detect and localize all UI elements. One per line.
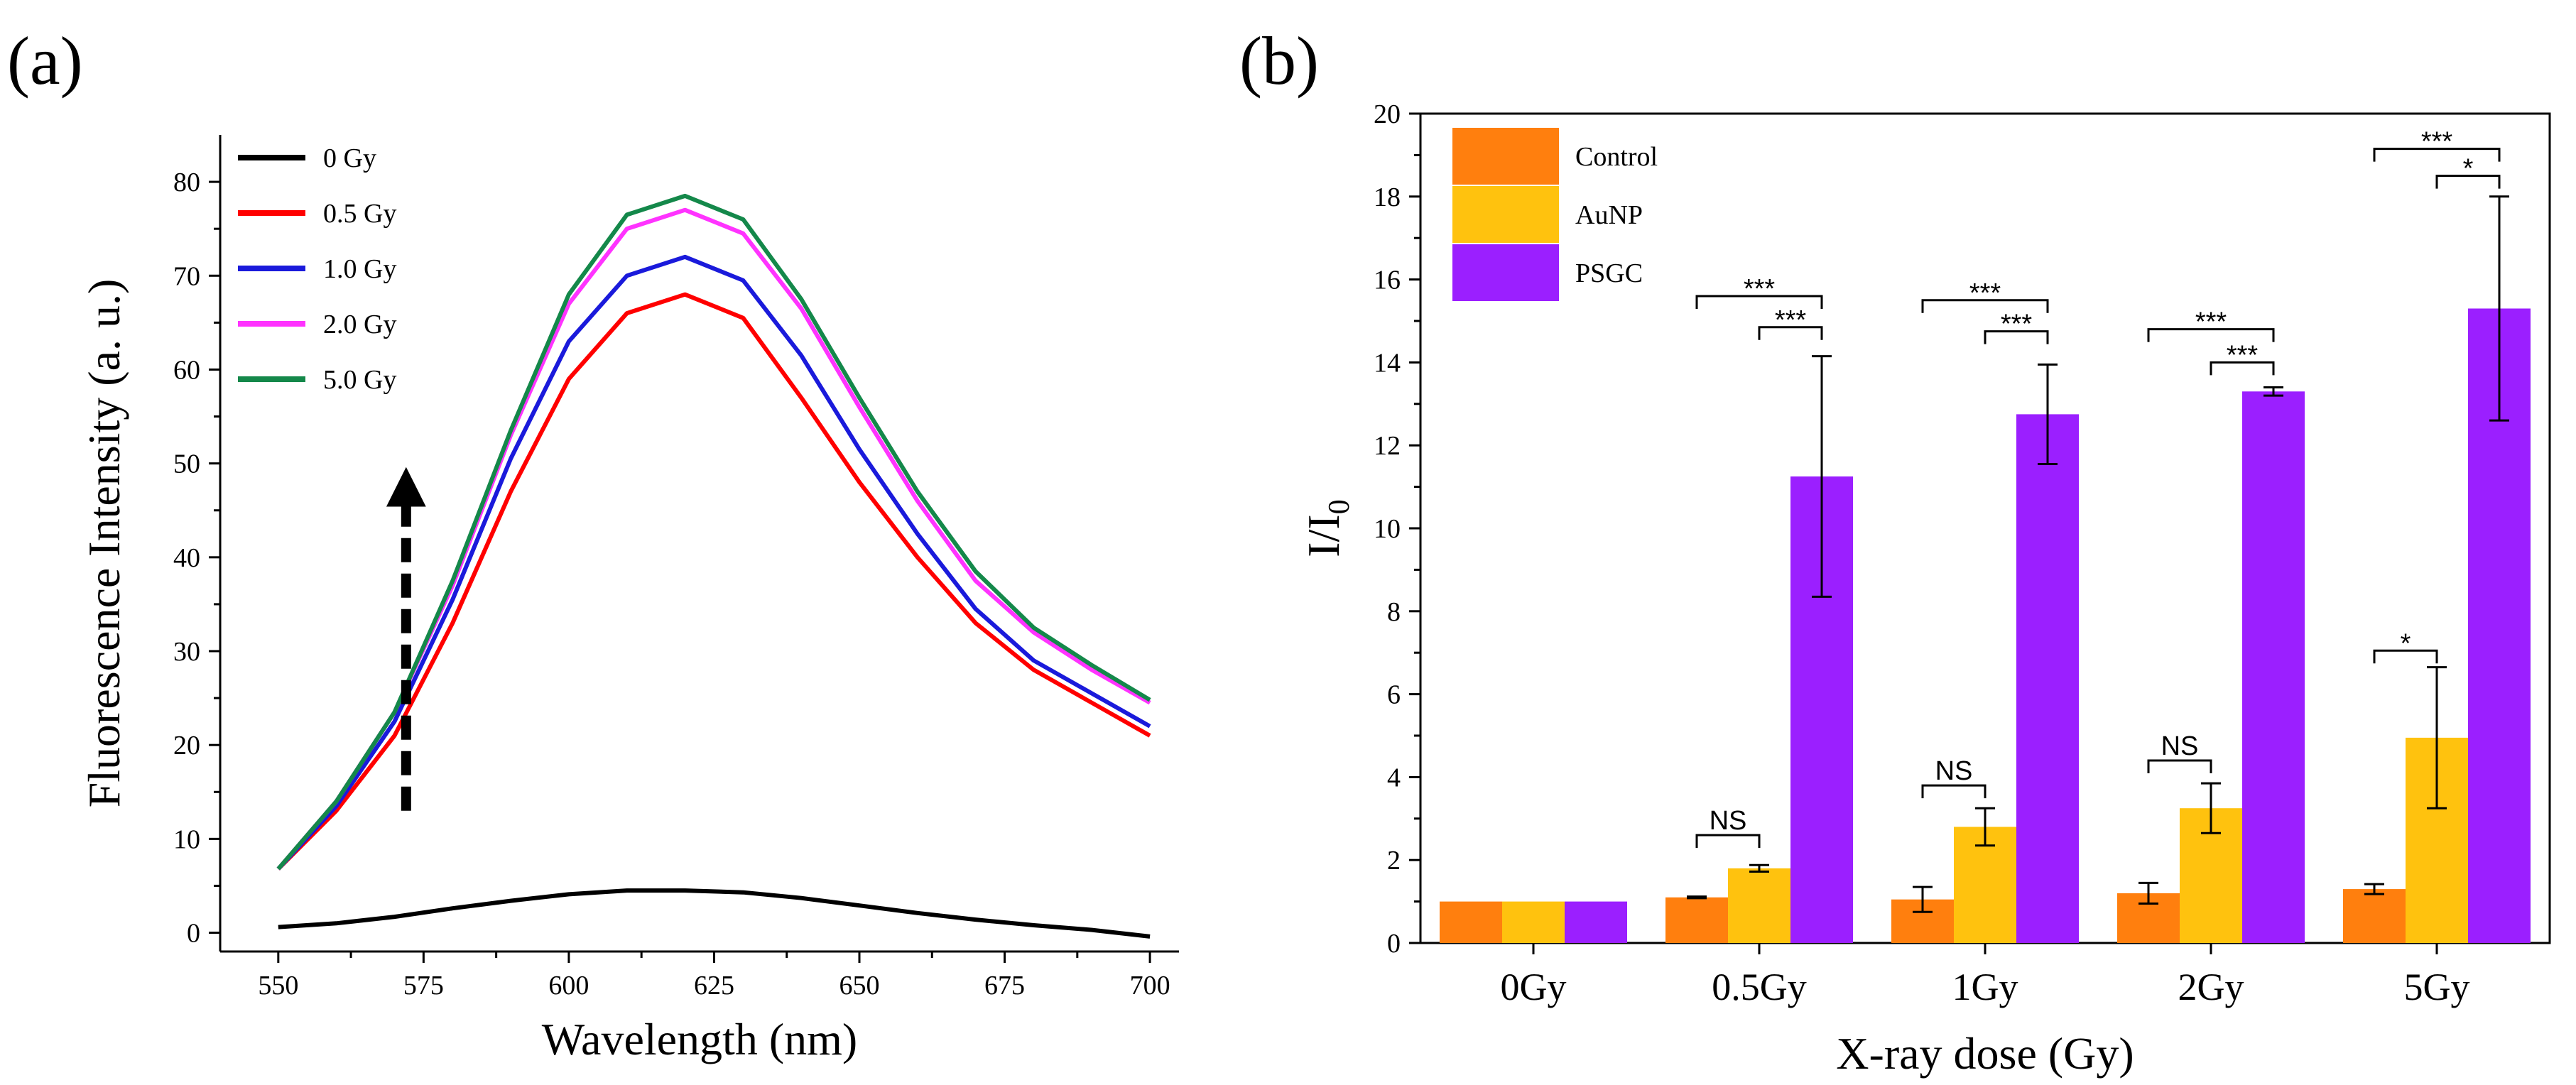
x-tick-label: 675 [984, 971, 1025, 1001]
significance-bracket [1921, 299, 2049, 313]
significance-bracket [2147, 759, 2212, 774]
significance-label: *** [1744, 274, 1776, 304]
x-tick-label: 600 [548, 971, 589, 1001]
y-tick-label: 10 [1374, 514, 1401, 544]
significance-bracket [1758, 326, 1823, 340]
significance-label: *** [2195, 307, 2227, 337]
significance-bracket [2147, 328, 2275, 342]
significance-label: * [2463, 154, 2474, 184]
y-tick-label: 40 [173, 543, 200, 573]
bar-psgc-2gy [2242, 391, 2305, 943]
significance-label: * [2401, 628, 2411, 658]
x-axis-title: Wavelength (nm) [542, 1014, 857, 1064]
significance-bracket [1921, 784, 1987, 799]
y-tick-label: 30 [173, 637, 200, 667]
bar-control-0gy [1440, 901, 1502, 943]
significance-label: *** [2421, 127, 2453, 157]
y-tick-label: 20 [1374, 99, 1401, 129]
bar-control-5gy [2343, 889, 2406, 943]
legend-swatch-aunp [1452, 186, 1559, 243]
y-tick-label: 70 [173, 261, 200, 291]
significance-label: *** [1969, 278, 2001, 308]
category-label: 0Gy [1501, 966, 1567, 1008]
y-tick-label: 4 [1387, 763, 1401, 792]
y-tick-label: 10 [173, 824, 200, 854]
significance-bracket [2435, 175, 2501, 189]
bar-psgc-1gy [2016, 414, 2079, 943]
significance-bracket [2373, 148, 2501, 162]
series-line-0-gy [278, 888, 1151, 939]
y-tick-label: 18 [1374, 182, 1401, 212]
x-tick-label: 575 [403, 971, 444, 1001]
significance-bracket [1984, 330, 2049, 344]
legend-label: 2.0 Gy [323, 310, 396, 339]
legend-label: 1.0 Gy [323, 254, 396, 284]
panel-a-chart: (a) 550 575 600 625 650 675 700 0 10 20 30 40 50 60 70 8… [7, 23, 1179, 1064]
x-axis-title: X-ray dose (Gy) [1836, 1028, 2134, 1079]
category-label: 5Gy [2404, 966, 2470, 1008]
y-tick-label: 60 [173, 355, 200, 385]
series-line-5-0-gy [276, 193, 1151, 871]
significance-label: NS [1710, 806, 1747, 836]
y-tick-label: 50 [173, 449, 200, 479]
y-tick-label: 0 [187, 919, 200, 949]
series-line-1-0-gy [276, 254, 1151, 871]
bar-control-0-5gy [1665, 897, 1728, 943]
y-tick-label: 80 [173, 168, 200, 197]
significance-bracket [2373, 649, 2438, 664]
panel-label-b: (b) [1239, 23, 1319, 99]
bar-psgc-0gy [1565, 901, 1627, 943]
series-line-0-5-gy [276, 292, 1151, 871]
legend-label: 5.0 Gy [323, 365, 396, 395]
y-tick-label: 16 [1374, 266, 1401, 295]
significance-label: NS [2161, 731, 2199, 761]
legend-label: 0 Gy [323, 143, 376, 173]
legend-label: AuNP [1575, 200, 1643, 230]
y-tick-label: 2 [1387, 846, 1401, 876]
y-axis-title: I/I0 [1298, 499, 1356, 557]
y-tick-label: 20 [173, 731, 200, 760]
category-label: 2Gy [2178, 966, 2244, 1008]
category-label: 1Gy [1952, 966, 2018, 1008]
y-tick-label: 0 [1387, 929, 1401, 959]
legend-label: 0.5 Gy [323, 199, 396, 229]
legend-swatch-control [1452, 128, 1559, 185]
significance-label: *** [2001, 310, 2033, 339]
significance-bracket [1695, 295, 1823, 309]
legend-label: PSGC [1575, 258, 1643, 288]
x-tick-label: 550 [258, 971, 298, 1001]
significance-bracket [2210, 361, 2275, 376]
y-tick-label: 14 [1374, 348, 1401, 378]
bar-aunp-0gy [1502, 901, 1565, 943]
legend-swatch-psgc [1452, 244, 1559, 301]
category-label: 0.5Gy [1712, 966, 1807, 1008]
x-tick-label: 650 [839, 971, 880, 1001]
y-tick-label: 12 [1374, 431, 1401, 461]
bar-aunp-0-5gy [1728, 868, 1790, 943]
significance-label: NS [1935, 756, 1973, 786]
y-axis-title: Fluorescence Intensity (a. u.) [79, 279, 129, 808]
x-tick-label: 625 [694, 971, 734, 1001]
y-tick-label: 6 [1387, 680, 1401, 710]
panel-b-chart: (b) 0 2 4 6 8 10 12 14 16 18 20 0Gy 0.5Gy 1Gy 2Gy 5Gy NS *… [1239, 23, 2551, 1079]
legend-label: Control [1575, 142, 1658, 172]
significance-bracket [1695, 834, 1761, 849]
x-tick-label: 700 [1130, 971, 1170, 1001]
significance-label: *** [1775, 305, 1807, 335]
panel-label-a: (a) [7, 23, 83, 99]
y-tick-label: 8 [1387, 597, 1401, 627]
significance-label: *** [2227, 340, 2259, 370]
